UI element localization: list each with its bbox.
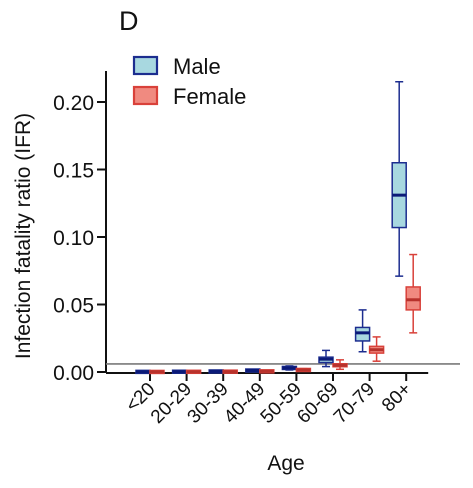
box-male [135, 369, 151, 375]
y-axis-label: Infection fatality ratio (IFR) [12, 113, 35, 359]
x-tick-label: 30-39 [184, 379, 233, 428]
y-tick-label: 0.05 [53, 295, 94, 318]
box-female [222, 369, 238, 374]
y-tick-label: 0.00 [53, 362, 94, 385]
legend: Male Female [132, 54, 246, 109]
x-tick-label: 70-79 [330, 379, 379, 428]
x-tick-label: 60-69 [293, 379, 342, 428]
y-tick-label: 0.15 [53, 160, 94, 183]
box-series [135, 81, 421, 375]
box-male [208, 369, 224, 374]
box-male [354, 309, 371, 353]
panel-label: D [119, 6, 139, 36]
box-male [318, 349, 334, 368]
box-female [332, 359, 348, 371]
box-female [259, 369, 275, 374]
box-male [171, 369, 188, 374]
x-axis-label: Age [267, 452, 304, 475]
y-tick-label: 0.20 [53, 92, 94, 115]
legend-swatch-female [132, 85, 159, 106]
x-tick-label: 80+ [378, 379, 416, 417]
y-tick-label: 0.10 [53, 227, 94, 250]
box-female [405, 253, 421, 334]
x-tick-label: 50-59 [257, 379, 306, 428]
box-male [281, 365, 298, 371]
y-axis: 0.00 0.05 0.10 0.15 0.20 [53, 71, 107, 385]
legend-swatch-male [132, 55, 159, 76]
legend-label-female: Female [173, 84, 246, 109]
legend-item-male: Male [132, 54, 221, 79]
x-tick-label: 20-29 [147, 379, 196, 428]
box-female [295, 367, 312, 373]
box-female [149, 369, 165, 375]
series-female [149, 253, 421, 375]
box-male [391, 81, 407, 277]
box-female [185, 369, 202, 375]
x-tick-label: 40-49 [220, 379, 269, 428]
box-male [245, 368, 261, 373]
series-male [135, 81, 407, 375]
legend-item-female: Female [132, 84, 246, 109]
legend-label-male: Male [173, 54, 221, 79]
box-female [368, 336, 385, 362]
